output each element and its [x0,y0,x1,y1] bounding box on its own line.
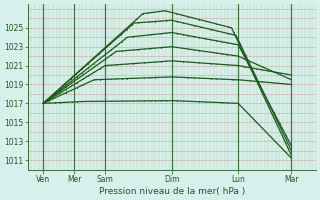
X-axis label: Pression niveau de la mer( hPa ): Pression niveau de la mer( hPa ) [99,187,245,196]
